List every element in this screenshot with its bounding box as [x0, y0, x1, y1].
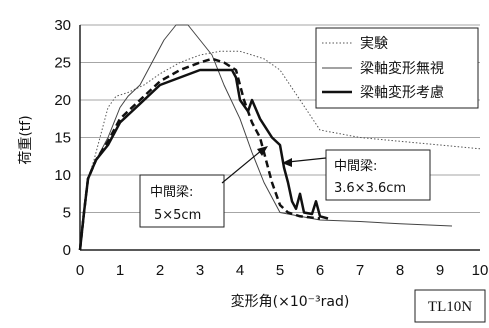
legend-label-1: 梁軸変形無視: [360, 60, 444, 77]
series-lines: [78, 24, 481, 251]
y-axis-label: 荷重(tf): [18, 115, 34, 164]
x-tick-label-5: 5: [276, 262, 284, 279]
annotation-5x5-box: [139, 174, 225, 228]
x-tick-label-0: 0: [76, 262, 84, 279]
annotation-3.6x3.6-line2: 3.6×3.6cm: [334, 181, 406, 196]
specimen-tag-text: TL10N: [428, 299, 472, 315]
y-tick-label-1: 5: [63, 205, 71, 222]
x-tick-label-4: 4: [236, 262, 244, 279]
x-tick-label-3: 3: [196, 262, 204, 279]
legend-label-2: 梁軸変形考慮: [360, 84, 444, 101]
annotation-5x5-line1: 中間梁:: [150, 185, 193, 200]
x-axis-label: 変形角(×10⁻³rad): [231, 293, 350, 310]
y-tick-label-5: 25: [54, 55, 71, 72]
x-tick-labels: 0 1 2 3 4 5 6 7 8 9 10: [76, 262, 489, 279]
x-tick-label-7: 7: [356, 262, 364, 279]
series-line-1: [79, 24, 453, 251]
annotation-3.6x3.6: 中間梁: 3.6×3.6cm: [282, 149, 431, 201]
annotation-5x5-line2: 5×5cm: [154, 208, 201, 223]
y-tick-label-2: 10: [54, 167, 71, 184]
annotation-3.6x3.6-line1: 中間梁:: [334, 159, 377, 174]
plot-frame: [79, 25, 480, 251]
x-tick-label-2: 2: [156, 262, 164, 279]
x-tick-label-6: 6: [316, 262, 324, 279]
series-line-3: [78, 57, 321, 251]
annotation-3.6x3.6-arrowhead: [282, 158, 292, 167]
specimen-tag-box: [414, 289, 486, 323]
x-tick-label-1: 1: [116, 262, 124, 279]
y-tick-label-4: 20: [54, 92, 71, 109]
y-tick-label-3: 15: [54, 130, 71, 147]
y-tick-labels: 0 5 10 15 20 25 30: [54, 17, 71, 259]
annotation-5x5: 中間梁: 5×5cm: [139, 146, 268, 228]
series-line-0: [79, 50, 481, 251]
annotation-3.6x3.6-box: [325, 149, 431, 201]
y-tick-label-6: 30: [54, 17, 71, 34]
legend-label-0: 実験: [360, 36, 388, 52]
annotation-3.6x3.6-arrow: [287, 157, 327, 163]
legend: 実験 梁軸変形無視 梁軸変形考慮: [315, 27, 479, 109]
annotation-5x5-arrowhead: [257, 146, 268, 156]
x-tick-label-9: 9: [436, 262, 444, 279]
y-tick-label-0: 0: [63, 242, 71, 259]
x-tick-label-10: 10: [472, 262, 489, 279]
annotation-5x5-arrow: [221, 149, 263, 184]
x-tick-label-8: 8: [396, 262, 404, 279]
specimen-tag: TL10N: [414, 289, 486, 323]
